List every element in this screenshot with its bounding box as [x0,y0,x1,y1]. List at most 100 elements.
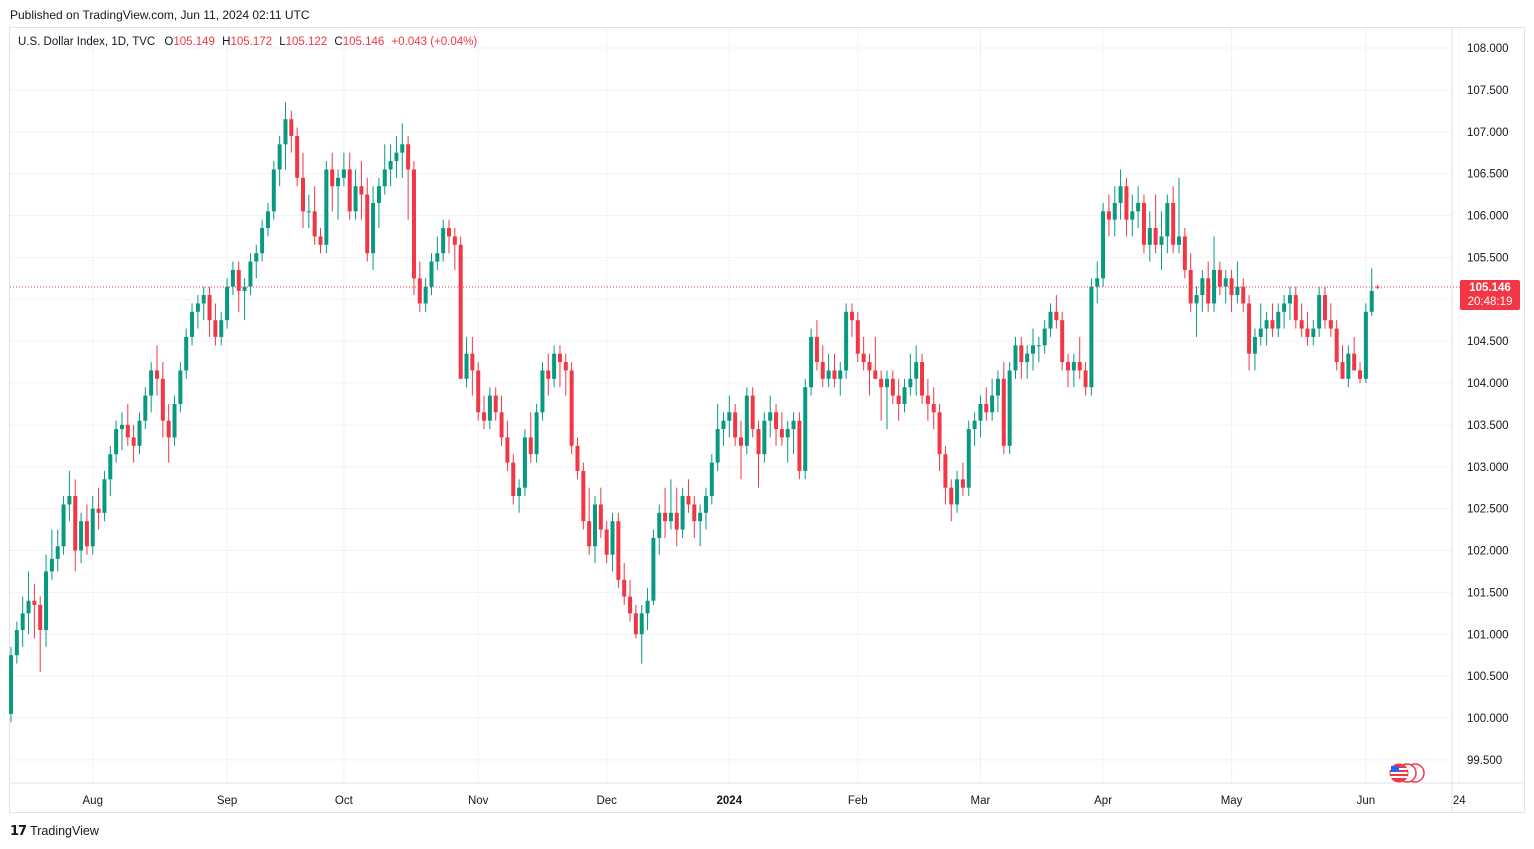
legend-symbol[interactable]: U.S. Dollar Index, 1D, TVC [18,36,156,48]
candle-body[interactable] [604,529,609,555]
candle-body[interactable] [1001,378,1006,446]
candle-body[interactable] [674,512,679,530]
candle-body[interactable] [190,311,195,337]
candle-body[interactable] [663,512,668,522]
candle-body[interactable] [645,600,650,614]
candle-body[interactable] [867,362,872,371]
candle-body[interactable] [423,286,428,304]
candle-body[interactable] [114,429,119,455]
candle-body[interactable] [32,600,37,605]
candle-body[interactable] [1212,269,1217,304]
candle-body[interactable] [26,600,31,614]
candle-body[interactable] [838,370,843,379]
candle-body[interactable] [668,512,673,522]
candle-body[interactable] [131,437,136,446]
candle-body[interactable] [575,445,580,471]
candle-body[interactable] [1007,370,1012,446]
candle-body[interactable] [207,295,212,321]
candle-body[interactable] [73,496,78,551]
candle-body[interactable] [995,378,1000,396]
candle-body[interactable] [1060,320,1065,363]
candle-body[interactable] [657,512,662,538]
candle-body[interactable] [774,412,779,430]
candle-body[interactable] [213,320,218,337]
candle-body[interactable] [715,429,720,463]
candle-body[interactable] [1124,186,1129,220]
candle-body[interactable] [779,429,784,438]
candle-body[interactable] [435,253,440,262]
candle-body[interactable] [1147,228,1152,245]
candle-body[interactable] [955,479,960,505]
candle-body[interactable] [1276,311,1281,329]
candle-body[interactable] [1089,286,1094,388]
candle-body[interactable] [744,395,749,446]
candle-body[interactable] [143,395,148,421]
candle-body[interactable] [791,420,796,430]
candle-body[interactable] [172,403,177,438]
candle-body[interactable] [353,186,358,212]
candle-body[interactable] [14,630,19,656]
candle-body[interactable] [394,152,399,162]
candle-body[interactable] [1323,295,1327,321]
candle-body[interactable] [534,412,539,455]
candle-body[interactable] [849,311,854,321]
candle-body[interactable] [873,370,878,379]
candle-body[interactable] [1247,303,1252,354]
candle-body[interactable] [429,261,434,287]
candle-body[interactable] [236,269,241,291]
candle-body[interactable] [225,286,230,321]
candle-body[interactable] [1363,311,1368,379]
candle-body[interactable] [324,169,329,245]
candle-body[interactable] [1369,290,1374,312]
candle-body[interactable] [727,412,732,421]
candle-body[interactable] [254,253,259,262]
candle-body[interactable] [242,286,247,291]
candle-body[interactable] [1241,286,1246,304]
candle-body[interactable] [178,370,183,404]
candle-body[interactable] [1130,211,1135,220]
candle-body[interactable] [896,395,901,404]
candle-body[interactable] [96,508,101,513]
candle-body[interactable] [149,370,154,396]
candle-body[interactable] [931,403,936,413]
candle-body[interactable] [411,169,416,279]
candle-body[interactable] [552,353,557,379]
chart-frame[interactable] [9,27,1525,813]
candle-body[interactable] [633,613,638,635]
candle-body[interactable] [768,412,773,421]
candle-body[interactable] [452,236,457,245]
candle-body[interactable] [750,395,755,430]
candle-body[interactable] [820,362,825,379]
candle-body[interactable] [102,479,107,513]
candle-body[interactable] [1270,320,1275,329]
candle-body[interactable] [44,571,49,631]
candle-body[interactable] [1036,345,1041,347]
candle-body[interactable] [195,303,200,312]
candle-body[interactable] [55,546,60,559]
candle-body[interactable] [762,420,767,455]
candle-body[interactable] [365,194,370,254]
candle-body[interactable] [137,420,142,446]
candle-body[interactable] [540,370,545,413]
candle-body[interactable] [639,613,644,635]
candle-body[interactable] [1118,186,1123,203]
candle-body[interactable] [301,177,305,212]
candle-body[interactable] [499,412,504,438]
candle-body[interactable] [733,412,738,438]
candle-body[interactable] [1305,328,1310,337]
candle-body[interactable] [347,169,352,212]
candle-body[interactable] [417,278,422,304]
candle-body[interactable] [1223,278,1228,287]
candle-body[interactable] [61,504,66,547]
candle-body[interactable] [855,320,860,354]
candle-body[interactable] [1182,236,1187,270]
candle-body[interactable] [1165,202,1170,237]
candle-body[interactable] [119,424,124,430]
candle-body[interactable] [1077,362,1082,371]
candle-body[interactable] [312,211,317,237]
candle-body[interactable] [1112,202,1117,220]
candle-body[interactable] [511,462,516,497]
candle-body[interactable] [464,353,469,379]
candle-body[interactable] [79,521,84,551]
candle-body[interactable] [680,496,685,530]
